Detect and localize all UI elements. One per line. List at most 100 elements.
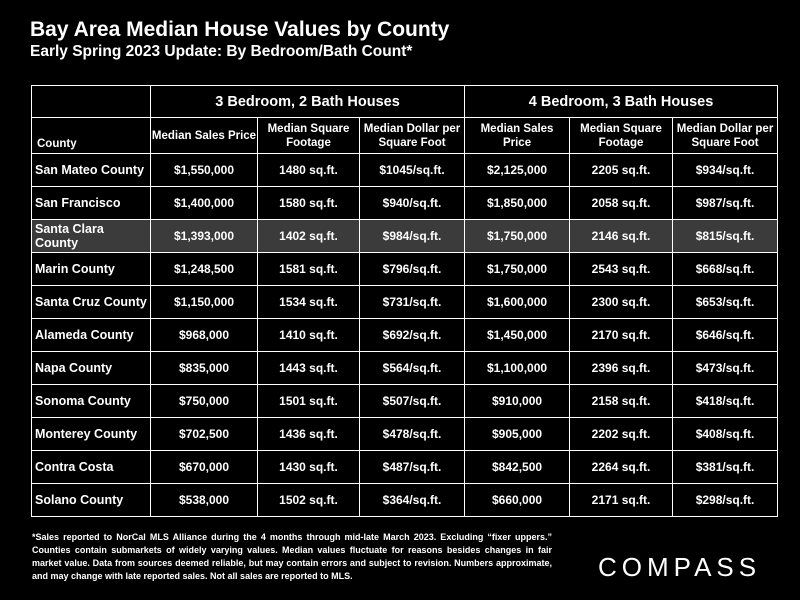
- table-row: Napa County $835,000 1443 sq.ft. $564/sq.ft…: [31, 351, 779, 385]
- value-cell: $660,000: [464, 483, 571, 517]
- value-cell: $968,000: [150, 318, 258, 352]
- value-cell: 1501 sq.ft.: [257, 384, 360, 418]
- value-cell: 1502 sq.ft.: [257, 483, 360, 517]
- table-row: Alameda County $968,000 1410 sq.ft. $692/sq…: [31, 318, 779, 352]
- county-name-cell: Santa Cruz County: [31, 285, 151, 319]
- column-header: Median Sales Price: [150, 117, 258, 154]
- value-cell: $646/sq.ft.: [672, 318, 779, 352]
- value-cell: $1,393,000: [150, 219, 258, 253]
- value-cell: $815/sq.ft.: [672, 219, 779, 253]
- value-cell: 2264 sq.ft.: [569, 450, 674, 484]
- value-cell: $984/sq.ft.: [358, 219, 466, 253]
- county-name-cell: San Francisco: [31, 186, 151, 220]
- value-cell: 1581 sq.ft.: [257, 252, 360, 286]
- footnote: *Sales reported to NorCal MLS Alliance d…: [32, 532, 552, 581]
- value-cell: $473/sq.ft.: [672, 351, 779, 385]
- value-cell: $507/sq.ft.: [358, 384, 466, 418]
- value-cell: 1430 sq.ft.: [257, 450, 360, 484]
- value-cell: $796/sq.ft.: [358, 252, 466, 286]
- table-row: Solano County $538,000 1502 sq.ft. $364/sq.…: [31, 483, 779, 517]
- value-cell: 1480 sq.ft.: [257, 153, 360, 187]
- value-cell: $1,450,000: [464, 318, 571, 352]
- county-name-cell: Monterey County: [31, 417, 151, 451]
- value-cell: $478/sq.ft.: [358, 417, 466, 451]
- table-row: Santa Cruz County $1,150,000 1534 sq.ft. $7…: [31, 285, 779, 319]
- value-cell: 1402 sq.ft.: [257, 219, 360, 253]
- value-cell: $418/sq.ft.: [672, 384, 779, 418]
- compass-logo: COMPASS: [598, 552, 762, 582]
- value-cell: $653/sq.ft.: [672, 285, 779, 319]
- value-cell: $364/sq.ft.: [358, 483, 466, 517]
- value-cell: 1436 sq.ft.: [257, 417, 360, 451]
- table-row: Monterey County $702,500 1436 sq.ft. $478/s…: [31, 417, 779, 451]
- value-cell: 2158 sq.ft.: [569, 384, 674, 418]
- value-cell: $934/sq.ft.: [672, 153, 779, 187]
- value-cell: 2205 sq.ft.: [569, 153, 674, 187]
- value-cell: $408/sq.ft.: [672, 417, 779, 451]
- value-cell: $905,000: [464, 417, 571, 451]
- value-cell: $1,150,000: [150, 285, 258, 319]
- column-header: Median Square Footage: [257, 117, 360, 154]
- county-header-cell: [31, 85, 151, 118]
- value-cell: 2171 sq.ft.: [569, 483, 674, 517]
- county-name-cell: Contra Costa: [31, 450, 151, 484]
- value-cell: 2543 sq.ft.: [569, 252, 674, 286]
- county-name-cell: Napa County: [31, 351, 151, 385]
- value-cell: 1580 sq.ft.: [257, 186, 360, 220]
- value-cell: 2300 sq.ft.: [569, 285, 674, 319]
- value-cell: $1045/sq.ft.: [358, 153, 466, 187]
- value-cell: $842,500: [464, 450, 571, 484]
- value-cell: $381/sq.ft.: [672, 450, 779, 484]
- value-cell: 1410 sq.ft.: [257, 318, 360, 352]
- value-cell: $750,000: [150, 384, 258, 418]
- value-cell: 1443 sq.ft.: [257, 351, 360, 385]
- county-column-header: County: [31, 117, 151, 154]
- value-cell: $564/sq.ft.: [358, 351, 466, 385]
- county-values-table: 3 Bedroom, 2 Bath Houses 4 Bedroom, 3 Ba…: [31, 85, 779, 517]
- value-cell: $1,100,000: [464, 351, 571, 385]
- group-header-3bed: 3 Bedroom, 2 Bath Houses: [149, 85, 466, 118]
- value-cell: $1,750,000: [464, 219, 571, 253]
- value-cell: $670,000: [150, 450, 258, 484]
- county-name-cell: Sonoma County: [31, 384, 151, 418]
- group-header-row: 3 Bedroom, 2 Bath Houses 4 Bedroom, 3 Ba…: [31, 85, 779, 118]
- value-cell: $1,550,000: [150, 153, 258, 187]
- value-cell: $987/sq.ft.: [672, 186, 779, 220]
- county-name-cell: Santa Clara County: [31, 219, 151, 253]
- county-name-cell: Solano County: [31, 483, 151, 517]
- value-cell: 2058 sq.ft.: [569, 186, 674, 220]
- value-cell: 2170 sq.ft.: [569, 318, 674, 352]
- value-cell: $1,750,000: [464, 252, 571, 286]
- column-header: Median Sales Price: [464, 117, 571, 154]
- value-cell: $731/sq.ft.: [358, 285, 466, 319]
- value-cell: $940/sq.ft.: [358, 186, 466, 220]
- value-cell: $1,850,000: [464, 186, 571, 220]
- table-row: San Francisco $1,400,000 1580 sq.ft. $940/s…: [31, 186, 779, 220]
- value-cell: $487/sq.ft.: [358, 450, 466, 484]
- value-cell: $1,400,000: [150, 186, 258, 220]
- county-name-cell: Marin County: [31, 252, 151, 286]
- value-cell: $538,000: [150, 483, 258, 517]
- value-cell: $835,000: [150, 351, 258, 385]
- value-cell: 1534 sq.ft.: [257, 285, 360, 319]
- value-cell: $2,125,000: [464, 153, 571, 187]
- page-title: Bay Area Median House Values by County: [30, 18, 450, 41]
- value-cell: $910,000: [464, 384, 571, 418]
- county-name-cell: San Mateo County: [31, 153, 151, 187]
- table-row: Marin County $1,248,500 1581 sq.ft. $796/sq…: [31, 252, 779, 286]
- value-cell: 2146 sq.ft.: [569, 219, 674, 253]
- value-cell: $702,500: [150, 417, 258, 451]
- value-cell: 2396 sq.ft.: [569, 351, 674, 385]
- column-header-row: County Median Sales Price Median Square …: [31, 117, 779, 154]
- value-cell: $668/sq.ft.: [672, 252, 779, 286]
- county-name-cell: Alameda County: [31, 318, 151, 352]
- value-cell: $692/sq.ft.: [358, 318, 466, 352]
- page-subtitle: Early Spring 2023 Update: By Bedroom/Bat…: [30, 43, 413, 60]
- column-header: Median Dollar per Square Foot: [358, 117, 466, 154]
- value-cell: $298/sq.ft.: [672, 483, 779, 517]
- table-row: Sonoma County $750,000 1501 sq.ft. $507/sq.…: [31, 384, 779, 418]
- table-row: Contra Costa $670,000 1430 sq.ft. $487/sq.f…: [31, 450, 779, 484]
- column-header: Median Square Footage: [569, 117, 674, 154]
- value-cell: 2202 sq.ft.: [569, 417, 674, 451]
- column-header: Median Dollar per Square Foot: [672, 117, 779, 154]
